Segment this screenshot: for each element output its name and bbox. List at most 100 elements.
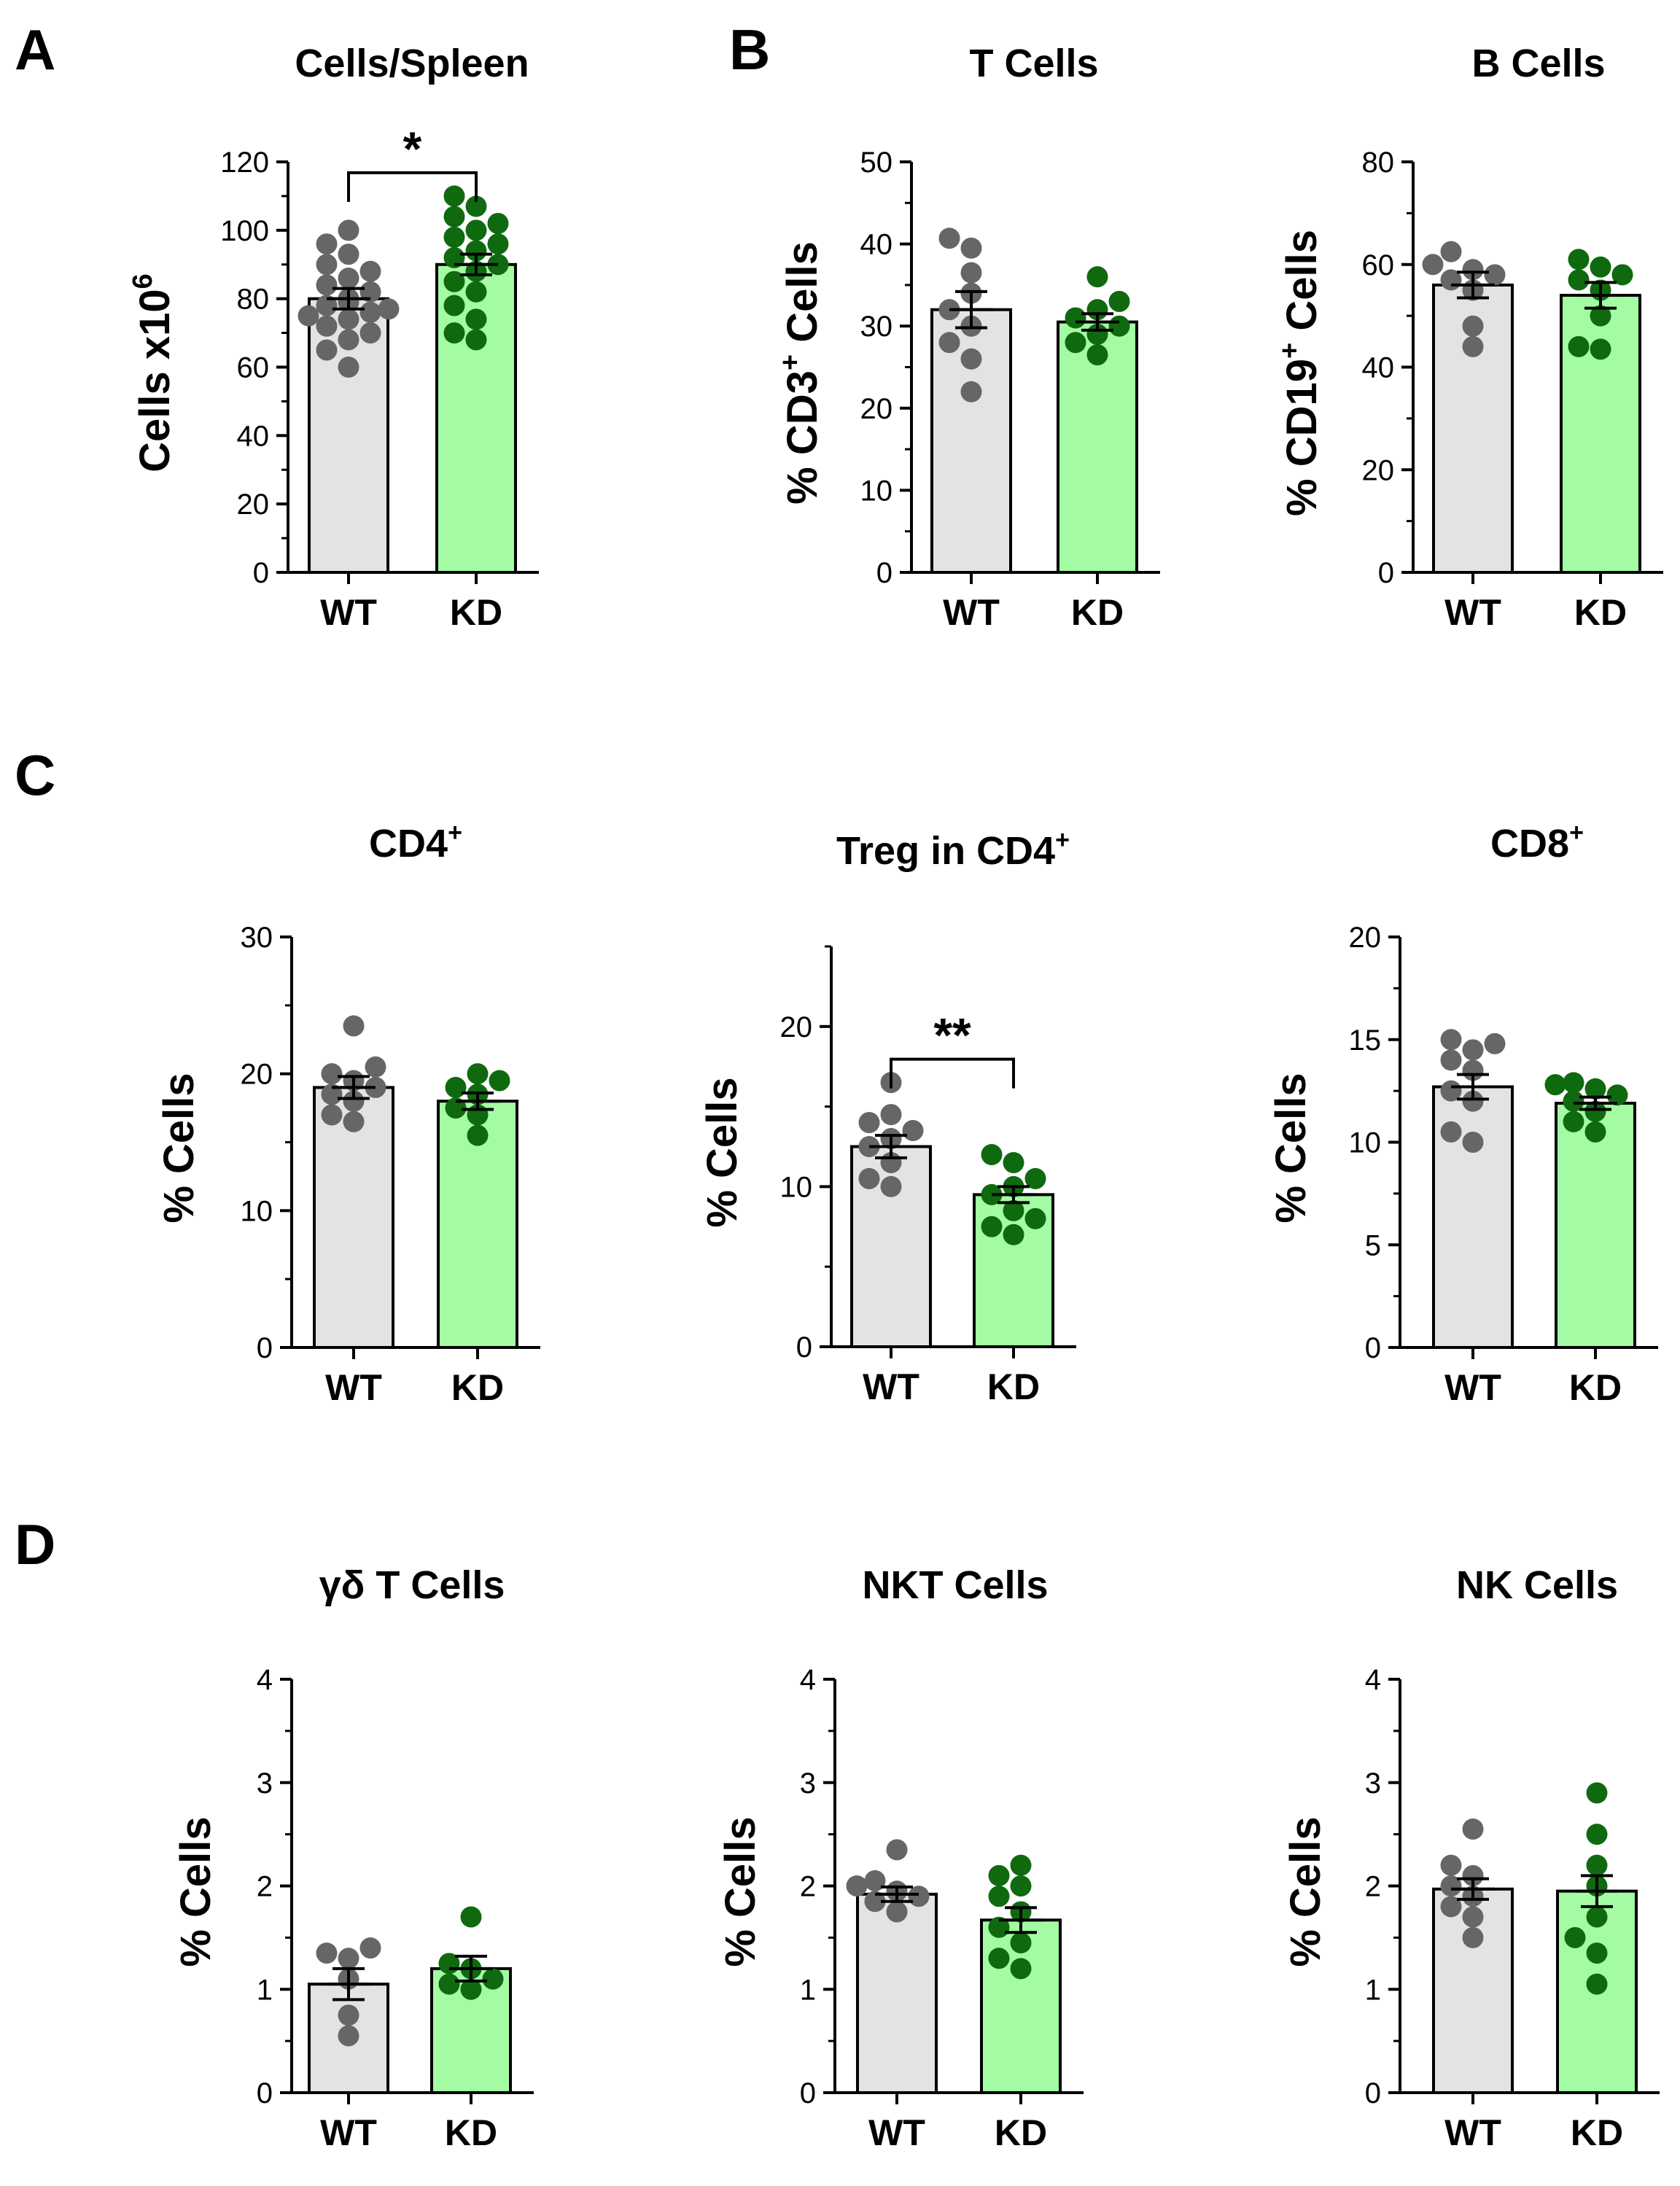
data-point-kd (460, 1906, 482, 1928)
data-point-kd (1590, 256, 1611, 278)
y-tick-label: 3 (257, 1767, 273, 1800)
data-point-kd (1586, 1824, 1608, 1845)
data-point-wt (1440, 1049, 1462, 1071)
y-tick-label: 0 (1378, 557, 1394, 589)
data-point-wt (846, 1875, 868, 1897)
data-point-kd (988, 1886, 1010, 1907)
y-tick-label: 15 (1349, 1024, 1382, 1057)
data-point-kd (1586, 1973, 1608, 1995)
data-point-wt (1484, 264, 1506, 286)
significance-bracket (347, 171, 478, 202)
y-tick-label: 3 (1365, 1767, 1381, 1800)
x-tick-label-wt: WT (1444, 1367, 1501, 1408)
data-point-kd (1590, 305, 1611, 327)
data-point-kd (1086, 266, 1108, 288)
x-tick-label-wt: WT (1444, 592, 1501, 633)
data-point-kd (1606, 1084, 1628, 1106)
panel-letter-a: A (15, 17, 55, 82)
bracket-line (890, 1057, 1015, 1089)
x-tick-label-kd: KD (451, 1367, 504, 1408)
y-axis-label-text: % Cells (699, 1077, 746, 1227)
chart-gd_t: γδ T Cells % Cells 0 1 2 3 4 WT KD (172, 1563, 534, 2153)
data-point-kd (443, 271, 465, 292)
data-point-wt (960, 348, 982, 370)
y-tick-label: 1 (257, 1974, 273, 2006)
chart-title-text: CD8 (1490, 822, 1569, 866)
y-axis-label-text: % CD19 (1278, 359, 1326, 516)
error-bar-kd (992, 1185, 1035, 1205)
error-bar-kd (999, 1906, 1043, 1934)
data-point-wt (886, 1901, 908, 1923)
y-tick-label: 80 (237, 284, 270, 316)
error-bar-kd (456, 1091, 499, 1111)
y-tick-label: 0 (1365, 2077, 1381, 2109)
data-point-wt (1440, 1121, 1462, 1143)
chart-title: Cells/Spleen (295, 42, 529, 85)
data-point-wt (316, 339, 338, 361)
data-point-kd (1108, 290, 1130, 312)
y-tick-label: 20 (1349, 922, 1382, 954)
error-bar-wt (1451, 1073, 1495, 1101)
error-bar-kd (1579, 281, 1622, 310)
data-point-wt (343, 1015, 365, 1037)
error-bar-kd (454, 252, 498, 276)
chart-title-text: NKT Cells (862, 1563, 1048, 1607)
bracket-line (347, 171, 478, 202)
data-point-kd (1065, 307, 1086, 329)
y-tick-label: 10 (780, 1171, 813, 1203)
data-point-wt (960, 262, 982, 284)
error-bar-wt (327, 287, 370, 311)
x-tick-label-kd: KD (995, 2112, 1047, 2153)
data-point-kd (1003, 1151, 1024, 1173)
data-point-wt (1462, 1906, 1484, 1928)
data-point-wt (359, 1937, 381, 1959)
data-point-kd (1563, 1090, 1584, 1112)
y-axis-label-suffix: Cells (1278, 230, 1326, 343)
bar-kd (1555, 1102, 1636, 1349)
y-axis-label: % Cells (699, 1077, 746, 1227)
chart-cd8: CD8+ % Cells 0 5 10 15 20 WT KD (1267, 819, 1658, 1408)
data-point-kd (981, 1215, 1003, 1237)
y-tick-label: 0 (796, 1331, 812, 1364)
error-bar-kd (449, 1954, 493, 1983)
x-tick-label-kd: KD (445, 2112, 497, 2153)
error-bar-wt (1451, 271, 1495, 300)
y-axis-label-suffix: Cells (779, 241, 826, 354)
y-tick-label: 80 (1362, 147, 1395, 179)
data-point-kd (465, 219, 487, 241)
data-point-wt (1440, 1029, 1462, 1051)
data-point-kd (1024, 1167, 1046, 1189)
data-point-wt (1462, 335, 1484, 357)
data-point-wt (1440, 1854, 1462, 1876)
data-point-wt (316, 1942, 338, 1964)
data-point-kd (1564, 1926, 1586, 1948)
y-axis-label-text: % CD3 (779, 370, 826, 505)
data-point-wt (316, 315, 338, 337)
y-tick-label: 2 (1365, 1871, 1381, 1903)
data-point-kd (443, 226, 465, 248)
y-axis-label-text: Cells x10 (131, 289, 179, 472)
y-axis-label: Cells x106 (128, 273, 179, 472)
data-point-wt (1462, 1132, 1484, 1153)
y-tick-label: 2 (800, 1871, 816, 1903)
data-point-kd (465, 281, 487, 303)
y-axis-label: % Cells (717, 1816, 764, 1967)
data-point-wt (321, 1104, 343, 1126)
y-axis-label: % Cells (1267, 1073, 1315, 1223)
data-point-kd (489, 1070, 510, 1092)
y-tick-label: 30 (860, 311, 893, 343)
data-point-wt (378, 298, 400, 320)
data-point-wt (1462, 1090, 1484, 1112)
data-point-wt (1462, 1039, 1484, 1061)
y-axis-label-text: % Cells (1282, 1816, 1329, 1967)
y-tick-label: 0 (1365, 1332, 1381, 1364)
x-tick-label-wt: WT (943, 592, 1000, 633)
x-tick-label-wt: WT (320, 592, 377, 633)
y-axis-label: % Cells (1282, 1816, 1329, 1967)
data-point-kd (1544, 1074, 1566, 1096)
data-point-kd (988, 1864, 1010, 1886)
data-point-wt (338, 2025, 359, 2047)
y-tick-label: 4 (257, 1664, 273, 1696)
